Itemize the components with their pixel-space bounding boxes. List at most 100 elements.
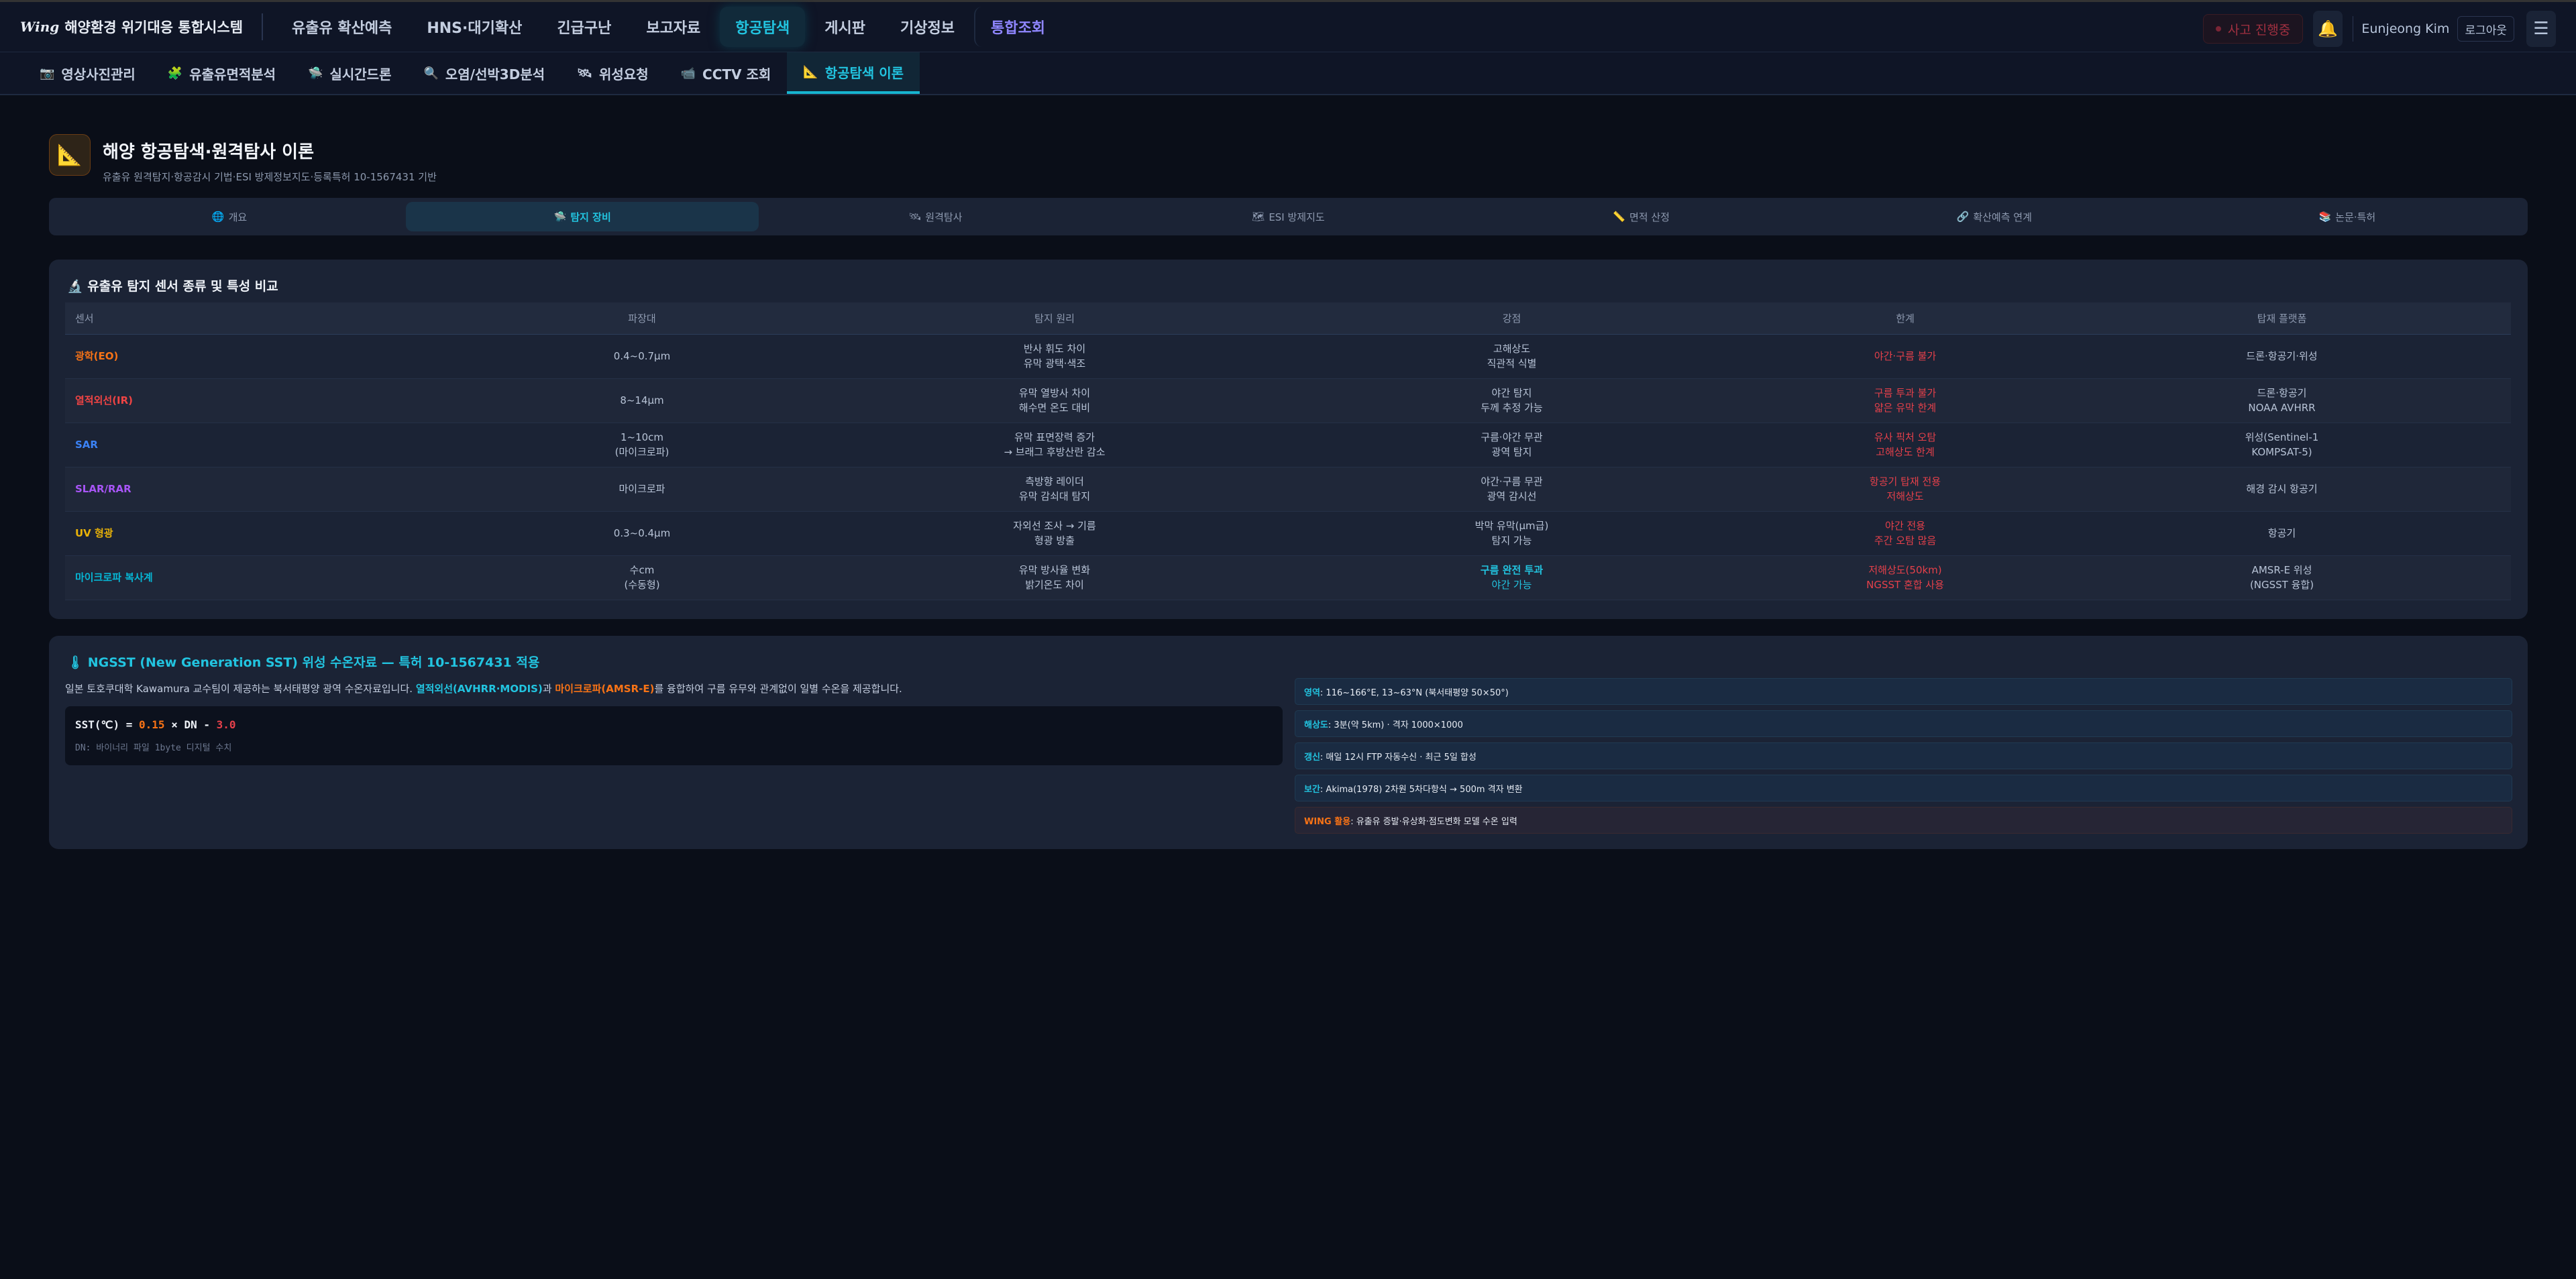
subnav-label: 영상사진관리	[61, 66, 136, 82]
cell-line: 고해상도	[1493, 343, 1531, 355]
table-row: 마이크로파 복사계 수cm (수동형) 유막 방사율 변화 밝기온도 차이 구름 완전 투…	[65, 555, 2511, 600]
cell-line: 주간 오탐 많음	[1874, 535, 1937, 547]
tab-detection-equipment[interactable]: 🛸 탐지 장비	[406, 202, 759, 231]
cell-line: 0.3~0.4μm	[613, 527, 671, 539]
subnav-photo-management[interactable]: 📷 영상사진관리	[23, 52, 152, 94]
page-title: 해양 항공탐색·원격탐사 이론	[103, 142, 315, 162]
cell-line: 수cm	[629, 564, 655, 576]
drone-icon: 🛸	[308, 66, 323, 80]
info-item: WING 활용 : 유출유 증발·유상화·점도변화 모델 수온 입력	[1295, 807, 2512, 834]
ngsst-description: 일본 토호쿠대학 Kawamura 교수팀이 제공하는 북서태평양 광역 수온자…	[65, 681, 902, 696]
nav-aerial-search[interactable]: 항공탐색	[720, 7, 806, 47]
table-row: SLAR/RAR 마이크로파 측방향 레이더 유막 감쇠대 탐지 야간·구름 무관 광역 …	[65, 467, 2511, 512]
desc-text: 일본 토호쿠대학 Kawamura 교수팀이 제공하는 북서태평양 광역 수온자…	[65, 683, 416, 695]
nav-oil-spill[interactable]: 유출유 확산예측	[292, 20, 392, 37]
info-key: WING 활용	[1304, 816, 1351, 827]
subnav-satellite-request[interactable]: 🛰 위성요청	[561, 52, 664, 94]
cell-limit: 저해상도(50km) NGSST 혼합 사용	[1758, 555, 2053, 600]
cell-line: (수동형)	[624, 579, 660, 591]
nav-hns[interactable]: HNS·대기확산	[427, 20, 523, 37]
tab-label: 탐지 장비	[570, 211, 611, 223]
subnav-cctv[interactable]: 📹 CCTV 조회	[665, 52, 788, 94]
subnav-label: CCTV 조회	[702, 66, 771, 82]
cell-line: 8~14μm	[620, 394, 664, 406]
tab-esi-map[interactable]: 🗺 ESI 방제지도	[1112, 202, 1464, 231]
app-logo[interactable]: Wing 해양환경 위기대응 통합시스템	[20, 13, 264, 40]
puzzle-icon: 🧩	[167, 66, 183, 80]
cell-strength: 야간 탐지 두께 추정 가능	[1266, 378, 1758, 423]
bell-icon[interactable]: 🔔	[2313, 11, 2343, 47]
main-nav: 유출유 확산예측 HNS·대기확산 긴급구난 보고자료 항공탐색 게시판 기상정…	[276, 7, 1065, 47]
tab-prediction-link[interactable]: 🔗 확산예측 연계	[1818, 202, 2171, 231]
tab-label: 확산예측 연계	[1973, 211, 2032, 223]
cell-band: 수cm (수동형)	[441, 555, 843, 600]
cell-line: 1~10cm	[620, 431, 664, 443]
subnav-realtime-drone[interactable]: 🛸 실시간드론	[292, 52, 407, 94]
ruler-icon: 📏	[1613, 211, 1625, 223]
triangle-ruler-icon: 📐	[49, 134, 91, 176]
cell-line: 두께 추정 가능	[1481, 402, 1543, 414]
hamburger-menu-icon[interactable]: ☰	[2526, 11, 2556, 47]
top-bar: Wing 해양환경 위기대응 통합시스템 유출유 확산예측 HNS·대기확산 긴급…	[0, 0, 2576, 52]
cell-line: 저해상도	[1886, 490, 1924, 502]
logout-button[interactable]: 로그아웃	[2457, 16, 2514, 42]
cell-band: 0.3~0.4μm	[441, 511, 843, 556]
cell-strength: 야간·구름 무관 광역 감시선	[1266, 467, 1758, 512]
table-header-row: 센서 파장대 탐지 원리 강점 한계 탑재 플랫폼	[65, 302, 2511, 335]
info-item: 보간 : Akima(1978) 2차원 5차다항식 → 500m 격자 변환	[1295, 775, 2512, 801]
cell-line: 위성(Sentinel-1	[2245, 431, 2319, 443]
triangle-ruler-icon: 📐	[803, 64, 818, 79]
subnav-area-analysis[interactable]: 🧩 유출유면적분석	[152, 52, 292, 94]
cell-strength: 구름 완전 투과 야간 가능	[1266, 555, 1758, 600]
nav-reports[interactable]: 보고자료	[646, 20, 701, 37]
cell-strength: 구름·야간 무관 광역 탐지	[1266, 423, 1758, 467]
cell-line: 드론·항공기	[2257, 387, 2307, 399]
tab-overview[interactable]: 🌐 개요	[53, 202, 406, 231]
theory-tabs: 🌐 개요 🛸 탐지 장비 🛰 원격탐사 🗺 ESI 방제지도 📏 면적 산정 🔗 확산예측 …	[49, 198, 2528, 235]
nav-weather[interactable]: 기상정보	[900, 20, 955, 37]
tab-remote-sensing[interactable]: 🛰 원격탐사	[759, 202, 1112, 231]
nav-rescue[interactable]: 긴급구난	[557, 20, 612, 37]
table-row: 열적외선(IR) 8~14μm 유막 열방사 차이 해수면 온도 대비 야간 탐지 두께 …	[65, 378, 2511, 423]
cell-line: 야간·구름 무관	[1481, 476, 1543, 488]
cell-principle: 유막 표면장력 증가 → 브래그 후방산란 감소	[843, 423, 1266, 467]
tab-area-calc[interactable]: 📏 면적 산정	[1465, 202, 1818, 231]
tab-papers-patents[interactable]: 📚 논문·특허	[2171, 202, 2524, 231]
cell-line: 측방향 레이더	[1025, 476, 1084, 488]
cell-line: 유막 열방사 차이	[1018, 387, 1091, 399]
sensor-comparison-card: 🔬 유출유 탐지 센서 종류 및 특성 비교 센서 파장대 탐지 원리 강점 한계 탑재 …	[49, 260, 2528, 619]
nav-board[interactable]: 게시판	[824, 20, 865, 37]
table-row: 광학(EO) 0.4~0.7μm 반사 휘도 차이 유막 광택·색조 고해상도 직관적 식…	[65, 334, 2511, 379]
info-item: 해상도 : 3분(약 5km) · 격자 1000×1000	[1295, 710, 2512, 737]
incident-status-button[interactable]: 사고 진행중	[2202, 14, 2304, 44]
nav-integrated[interactable]: 통합조회	[973, 7, 1061, 47]
column-header: 강점	[1266, 302, 1758, 335]
cell-line: 유막 표면장력 증가	[1014, 431, 1095, 443]
cell-platform: 드론·항공기 NOAA AVHRR	[2053, 378, 2511, 423]
cell-line: 반사 휘도 차이	[1023, 343, 1086, 355]
cell-line: 구름·야간 무관	[1481, 431, 1543, 443]
cell-line: 유막 감쇠대 탐지	[1018, 490, 1091, 502]
section-title: 🌡 NGSST (New Generation SST) 위성 수온자료 — 특…	[67, 655, 540, 670]
sub-nav: 📷 영상사진관리 🧩 유출유면적분석 🛸 실시간드론 🔍 오염/선박3D분석 🛰 위성요청…	[0, 52, 2576, 95]
info-value: : Akima(1978) 2차원 5차다항식 → 500m 격자 변환	[1320, 784, 1523, 795]
cell-line: 유막 광택·색조	[1023, 357, 1086, 370]
subnav-label: 오염/선박3D분석	[445, 66, 545, 82]
tab-label: 원격탐사	[925, 211, 963, 223]
cell-line: 형광 방출	[1034, 535, 1075, 547]
cell-principle: 자외선 조사 → 기름 형광 방출	[843, 511, 1266, 556]
cell-line: 구름 투과 불가	[1874, 387, 1937, 399]
user-name: Eunjeong Kim	[2361, 21, 2450, 36]
cell-band: 8~14μm	[441, 378, 843, 423]
cell-line: 0.4~0.7μm	[613, 350, 671, 362]
subnav-aerial-theory[interactable]: 📐 항공탐색 이론	[787, 52, 920, 94]
cell-line: 항공기 탑재 전용	[1869, 476, 1941, 488]
cell-line: 얇은 유막 한계	[1874, 402, 1937, 414]
sst-formula: SST(℃) = 0.15 × DN - 3.0	[75, 718, 1273, 731]
drone-icon: 🛸	[553, 211, 567, 223]
subnav-3d-analysis[interactable]: 🔍 오염/선박3D분석	[407, 52, 561, 94]
cell-line: 밝기온도 차이	[1025, 579, 1084, 591]
